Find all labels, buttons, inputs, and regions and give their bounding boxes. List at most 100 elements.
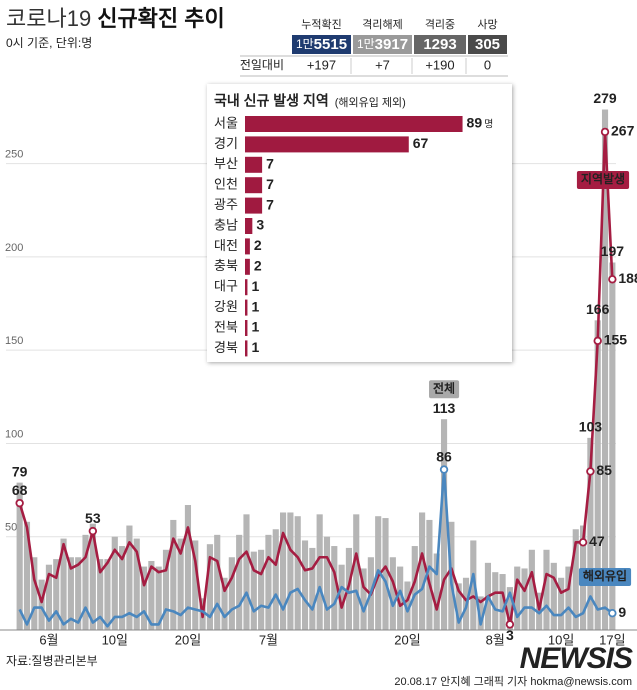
region-value: 2 (254, 237, 262, 253)
stat-change: 0 (484, 57, 491, 72)
region-value: 7 (266, 196, 274, 212)
bar (111, 536, 118, 630)
bar-value-label: 103 (579, 419, 603, 435)
bar (287, 512, 294, 630)
point-marker (505, 620, 515, 629)
region-value: 89 (467, 115, 483, 131)
stat-label: 사망 (477, 18, 497, 31)
region-bar (245, 238, 250, 255)
point-marker (88, 526, 98, 536)
bar-value-label: 166 (586, 301, 610, 317)
region-value: 1 (251, 278, 259, 294)
legend-box (429, 380, 460, 399)
region-bar (245, 177, 263, 194)
bar (38, 579, 45, 630)
legend-label: 해외유입 (583, 568, 627, 583)
x-tick-label: 20일 (394, 632, 420, 647)
line-value-label: 9 (618, 604, 626, 620)
bar (301, 540, 309, 630)
bar (426, 519, 433, 630)
bar (404, 581, 411, 630)
point-marker (578, 538, 588, 547)
bar (206, 544, 213, 630)
bar (192, 540, 199, 630)
region-bar (245, 197, 263, 214)
stat-total: 1293 (423, 36, 456, 53)
x-tick-label: 6월 (39, 632, 58, 647)
region-label: 서울 (214, 115, 238, 130)
bar (411, 546, 418, 630)
bar (31, 557, 38, 630)
bar (506, 587, 513, 630)
bar (338, 564, 345, 630)
point-marker (600, 127, 610, 137)
region-label: 경북 (214, 340, 238, 355)
bar (16, 482, 23, 630)
bar (126, 525, 133, 630)
bar (397, 566, 404, 630)
bar (470, 540, 477, 630)
bar (104, 559, 111, 630)
bar (492, 572, 499, 630)
region-label: 광주 (214, 197, 238, 212)
legend-item: 전체 (429, 380, 460, 399)
bar (272, 529, 279, 630)
bar (543, 549, 550, 630)
bar (294, 516, 301, 630)
region-bar (245, 218, 253, 234)
bar (558, 577, 565, 630)
x-tick-label: 8월 (486, 632, 505, 647)
legend-label: 전체 (433, 380, 455, 395)
bar-value-label: 113 (433, 400, 456, 416)
x-tick-label: 7월 (259, 632, 278, 647)
bar (309, 547, 316, 630)
line-value-label: 47 (589, 533, 605, 549)
bar (594, 320, 601, 630)
region-label: 대구 (214, 279, 238, 294)
bar (265, 534, 272, 630)
bar (89, 523, 96, 630)
title: 코로나19 신규확진 추이 (6, 6, 225, 31)
bar (155, 566, 162, 630)
line (18, 468, 614, 628)
region-bar (245, 279, 248, 296)
line-value-label: 267 (611, 123, 635, 139)
point-marker (608, 609, 617, 618)
legend-box (578, 568, 632, 586)
region-value: 7 (266, 176, 274, 192)
bar-value-label: 79 (12, 463, 28, 479)
bar (236, 534, 243, 630)
point-marker (15, 498, 24, 508)
source: 자료:질병관리본부 (6, 654, 98, 668)
line-value-label: 68 (12, 482, 28, 498)
label-layer: 79113103166279197685334785155267188869전체… (12, 90, 637, 643)
bar (353, 514, 360, 630)
bar (609, 262, 616, 630)
bar (601, 109, 609, 630)
x-tick-label: 10일 (548, 632, 574, 647)
bar (53, 559, 60, 630)
bar (331, 546, 338, 630)
bar (133, 538, 140, 630)
bar (60, 538, 67, 630)
logo: NEWSIS (520, 642, 633, 675)
bar-value-label: 197 (601, 243, 625, 259)
bar (433, 553, 440, 630)
bar (280, 512, 287, 630)
point-marker (586, 467, 595, 476)
bar (477, 596, 484, 630)
stat-total-prefix: 1만 (357, 37, 375, 51)
stat-box (292, 35, 351, 54)
region-value: 1 (251, 339, 259, 355)
bar (228, 557, 235, 630)
x-tick-label: 10일 (102, 632, 128, 647)
bar (360, 568, 367, 630)
y-tick-label: 250 (5, 149, 23, 161)
stat-label: 격리해제 (362, 17, 402, 31)
bar (550, 562, 557, 630)
bar-value-label: 279 (593, 90, 617, 106)
region-bar (245, 320, 248, 336)
stat-total-prefix: 1만 (296, 37, 314, 51)
bar (119, 546, 126, 630)
line-value-label: 188 (618, 270, 637, 286)
